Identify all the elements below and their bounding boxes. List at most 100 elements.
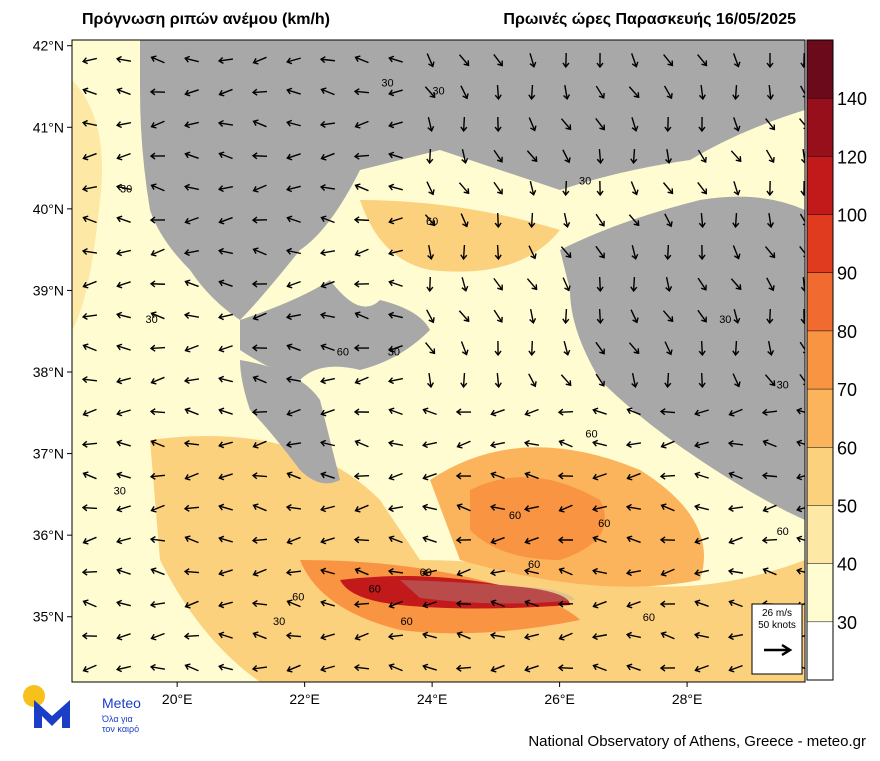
wind-arrow (800, 85, 805, 98)
wind-arrow (183, 632, 200, 640)
wind-arrow (659, 408, 676, 416)
colorbar-label: 90 (837, 264, 857, 284)
contour-label: 30 (579, 175, 591, 187)
wind-arrow (422, 601, 437, 609)
wind-arrow (631, 373, 639, 388)
wind-arrow (149, 280, 166, 288)
wind-arrow (116, 152, 131, 161)
wind-arrow (149, 536, 166, 544)
wind-arrow (490, 599, 505, 608)
wind-arrow (455, 408, 472, 416)
wind-arrow (218, 375, 233, 383)
wind-arrow (252, 247, 267, 256)
wind-arrow (116, 471, 131, 479)
wind-arrow (796, 535, 805, 543)
y-tick-label: 36°N (33, 527, 64, 543)
wind-arrow (426, 309, 435, 324)
wind-arrow (82, 87, 97, 95)
wind-arrow (116, 633, 131, 641)
y-tick-label: 40°N (33, 201, 64, 217)
wind-arrow (458, 54, 470, 67)
contour-label: 30 (381, 77, 393, 89)
wind-arrow (664, 341, 673, 356)
wind-arrow (490, 536, 505, 545)
contour-labels: 30 30 30 30 60 60 60 60 60 60 60 60 60 30 30 30 60 60 30 60… (114, 77, 789, 627)
wind-arrow (252, 440, 267, 449)
y-tick-label: 42°N (33, 38, 64, 54)
axes: 42°N 41°N 40°N 39°N 38°N 37°N 36°N 35°N 20°E 22°E… (33, 38, 703, 707)
wind-arrow (387, 439, 404, 447)
y-tick-label: 35°N (33, 609, 64, 625)
wind-arrow (697, 277, 707, 291)
wind-arrow (524, 599, 539, 607)
wind-arrow (455, 664, 472, 672)
wind-arrow (286, 57, 301, 65)
wind-arrow (660, 503, 675, 512)
wind-arrow (388, 345, 403, 353)
wind-arrow (218, 473, 233, 481)
wind-arrow (660, 568, 675, 577)
wind-arrow (456, 503, 471, 512)
wind-arrow (218, 441, 233, 449)
wind-arrow (557, 536, 574, 544)
wind-arrow (251, 216, 268, 224)
wind-arrow (388, 217, 403, 225)
wind-arrow (184, 344, 199, 353)
wind-arrow (697, 149, 707, 163)
wind-arrow (286, 153, 301, 161)
wind-arrow (762, 439, 777, 448)
x-tick-label: 26°E (544, 691, 575, 707)
wind-arrow (251, 344, 268, 352)
contour-label: 60 (598, 518, 610, 530)
wind-arrow (698, 340, 706, 357)
wind-arrow (149, 472, 166, 480)
wind-arrow (252, 631, 267, 640)
wind-arrow (184, 600, 199, 609)
wind-arrow (528, 117, 537, 132)
vector-legend (751, 603, 803, 675)
wind-arrow (728, 664, 743, 673)
wind-arrow (493, 309, 503, 323)
wind-arrow (184, 407, 199, 416)
wind-arrow (149, 344, 166, 352)
wind-arrow (286, 280, 301, 289)
wind-arrow (659, 600, 676, 608)
wind-arrow (528, 212, 536, 229)
wind-arrow (388, 183, 403, 191)
wind-arrow (116, 343, 131, 351)
wind-arrow (218, 535, 233, 543)
wind-arrow (494, 116, 502, 133)
wind-arrow (251, 408, 268, 416)
colorbar-segment (807, 621, 833, 680)
wind-arrow (217, 185, 234, 193)
wind-arrow (388, 279, 403, 287)
wind-arrow (184, 663, 199, 672)
wind-arrow (388, 55, 403, 63)
y-tick-label: 37°N (33, 446, 64, 462)
wind-arrow (662, 310, 674, 323)
map-frame (71, 39, 806, 683)
wind-arrow (353, 280, 370, 288)
wind-arrow (116, 377, 131, 385)
wind-arrow (422, 631, 437, 639)
wind-arrow (218, 313, 233, 321)
wind-arrow (460, 244, 468, 261)
wind-arrow (664, 372, 672, 389)
wind-arrow (388, 151, 403, 159)
wind-arrow (596, 180, 604, 197)
wind-arrow (628, 342, 640, 355)
wind-arrow (799, 246, 805, 258)
wind-arrow (694, 664, 709, 673)
wind-arrow (490, 409, 505, 417)
wind-arrow (320, 567, 335, 575)
wind-arrow (81, 504, 98, 512)
colorbar-segment (807, 98, 833, 157)
logo-tagline: Όλα για (101, 714, 133, 724)
wind-arrow (562, 52, 570, 69)
wind-arrow (461, 277, 469, 292)
colorbar-label: 70 (837, 380, 857, 400)
wind-arrow (388, 121, 403, 129)
wind-arrow (728, 599, 743, 608)
land (240, 280, 430, 380)
